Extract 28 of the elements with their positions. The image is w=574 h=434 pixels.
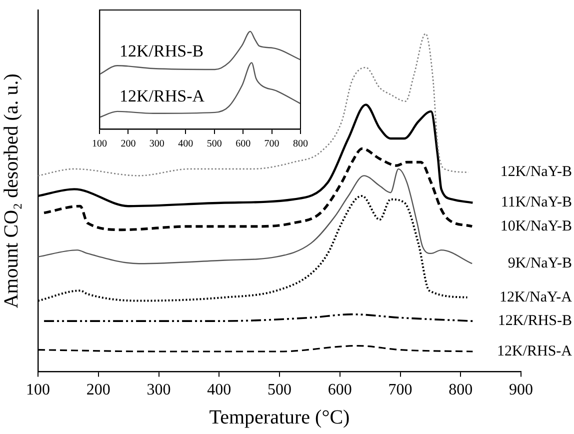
x-tick-label: 300 <box>149 138 164 150</box>
text: 9K/NaY-B <box>508 256 572 272</box>
series-label: 12K/RHS-A <box>496 343 572 360</box>
x-tick-label: 400 <box>178 138 194 150</box>
x-axis-title: Temperature (°C) <box>209 406 350 428</box>
x-tick-label: 500 <box>268 382 292 399</box>
x-tick-label: 100 <box>92 138 107 150</box>
x-tick-label: 700 <box>388 382 412 399</box>
text: 12K/NaY-B <box>500 164 572 180</box>
series-label: 12K/RHS-A <box>120 86 206 106</box>
x-tick-label: 300 <box>146 382 171 399</box>
x-tick-label: 200 <box>86 382 110 399</box>
series-label: 10K/NaY-B <box>500 218 572 234</box>
series-label: 11K/NaY-B <box>500 194 572 211</box>
x-tick-label: 400 <box>207 382 232 399</box>
x-tick-label: 600 <box>236 138 251 150</box>
y-axis-title: Amount CO₂ desorbed (a. u.) <box>0 74 22 308</box>
x-tick-label: 600 <box>328 382 352 399</box>
x-tick-label: 900 <box>509 382 533 399</box>
x-tick-label: 500 <box>206 138 222 150</box>
series-label: 12K/RHS-B <box>498 313 572 330</box>
text: 12K/NaY-A <box>500 289 572 306</box>
x-tick-label: 800 <box>293 138 308 150</box>
x-tick-label: 800 <box>448 382 473 399</box>
series-label: 12K/RHS-B <box>120 41 204 60</box>
x-tick-label: 200 <box>120 138 136 150</box>
x-tick-label: 700 <box>264 138 280 150</box>
x-tick-label: 100 <box>26 382 50 399</box>
